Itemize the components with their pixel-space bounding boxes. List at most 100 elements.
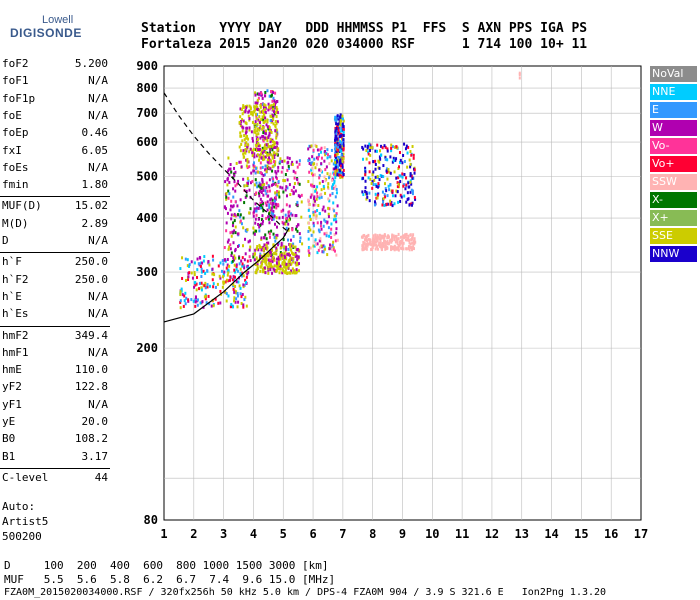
echo-point (243, 264, 246, 268)
echo-point (315, 156, 318, 160)
echo-point (374, 233, 377, 237)
echo-point (261, 222, 264, 226)
echo-point (330, 222, 333, 226)
echo-point (263, 252, 266, 256)
echo-point (383, 239, 386, 243)
echo-point (294, 189, 297, 193)
echo-point (295, 214, 298, 218)
echo-point (383, 144, 386, 148)
echo-point (270, 206, 273, 210)
echo-point (266, 246, 269, 250)
echo-point (184, 291, 187, 295)
echo-point (196, 298, 199, 302)
echo-point (247, 179, 250, 183)
param-row-d: D N/A (0, 234, 112, 251)
echo-point (256, 100, 259, 104)
echo-point (411, 203, 414, 207)
echo-point (286, 271, 289, 275)
echo-point (281, 267, 284, 271)
echo-point (244, 280, 247, 284)
echo-point (242, 105, 245, 109)
echo-point (335, 174, 338, 178)
echo-point (198, 281, 201, 285)
echo-point (241, 292, 244, 296)
echo-point (339, 146, 342, 150)
echo-point (274, 191, 277, 195)
echo-point (287, 164, 290, 168)
echo-point (257, 217, 260, 221)
echo-point (341, 122, 344, 126)
echo-point (201, 300, 204, 304)
echo-point (261, 151, 264, 155)
echo-point (404, 147, 407, 151)
echo-point (256, 268, 259, 272)
echo-point (248, 165, 251, 169)
y-tick-label: 500 (136, 169, 158, 183)
y-tick-label: 80 (144, 513, 158, 527)
echo-point (254, 131, 257, 135)
param-key: foF2 (2, 57, 29, 70)
echo-point (316, 242, 319, 246)
echo-point (253, 155, 256, 159)
echo-point (194, 300, 197, 304)
echo-point (255, 146, 258, 150)
echo-point (282, 178, 285, 182)
echo-point (364, 173, 367, 177)
echo-point (409, 174, 412, 178)
echo-point (234, 170, 237, 174)
echo-point (314, 214, 317, 218)
echo-point (335, 191, 338, 195)
echo-point (391, 247, 394, 251)
echo-point (240, 134, 243, 138)
echo-point (231, 205, 234, 209)
echo-point (307, 203, 310, 207)
echo-point (292, 192, 295, 196)
echo-point (230, 170, 233, 174)
echo-point (261, 183, 264, 187)
echo-point (269, 148, 272, 152)
echo-point (257, 222, 260, 226)
echo-point (261, 146, 264, 150)
echo-point (228, 192, 231, 196)
echo-point (281, 166, 284, 170)
echo-point (332, 162, 335, 166)
echo-point (334, 217, 337, 221)
echo-point (239, 160, 242, 164)
echo-point (242, 303, 245, 307)
echo-point (328, 234, 331, 238)
echo-point (239, 131, 242, 135)
echo-point (272, 182, 275, 186)
echo-point (368, 238, 371, 242)
echo-point (290, 212, 293, 216)
echo-point (237, 179, 240, 183)
echo-point (256, 185, 259, 189)
echo-point (235, 297, 238, 301)
echo-point (328, 162, 331, 166)
echo-point (180, 287, 183, 291)
echo-point (371, 239, 374, 243)
echo-point (268, 212, 271, 216)
echo-point (330, 178, 333, 182)
x-tick-label: 5 (280, 527, 287, 541)
echo-point (225, 299, 228, 303)
echo-point (204, 297, 207, 301)
echo-point (293, 270, 296, 274)
echo-point (332, 218, 335, 222)
echo-point (369, 146, 372, 150)
echo-point (248, 128, 251, 132)
echo-point (312, 148, 315, 152)
echo-point (396, 242, 399, 246)
echo-point (277, 262, 280, 266)
param-value: N/A (88, 397, 108, 411)
echo-point (201, 261, 204, 265)
echo-point (312, 224, 315, 228)
echo-point (190, 260, 193, 264)
echo-point (256, 101, 259, 105)
echo-point (384, 243, 387, 247)
echo-point (340, 126, 343, 130)
echo-point (271, 148, 274, 152)
echo-point (308, 170, 311, 174)
echo-point (233, 296, 236, 300)
echo-point (262, 105, 265, 109)
echo-point (229, 243, 232, 247)
